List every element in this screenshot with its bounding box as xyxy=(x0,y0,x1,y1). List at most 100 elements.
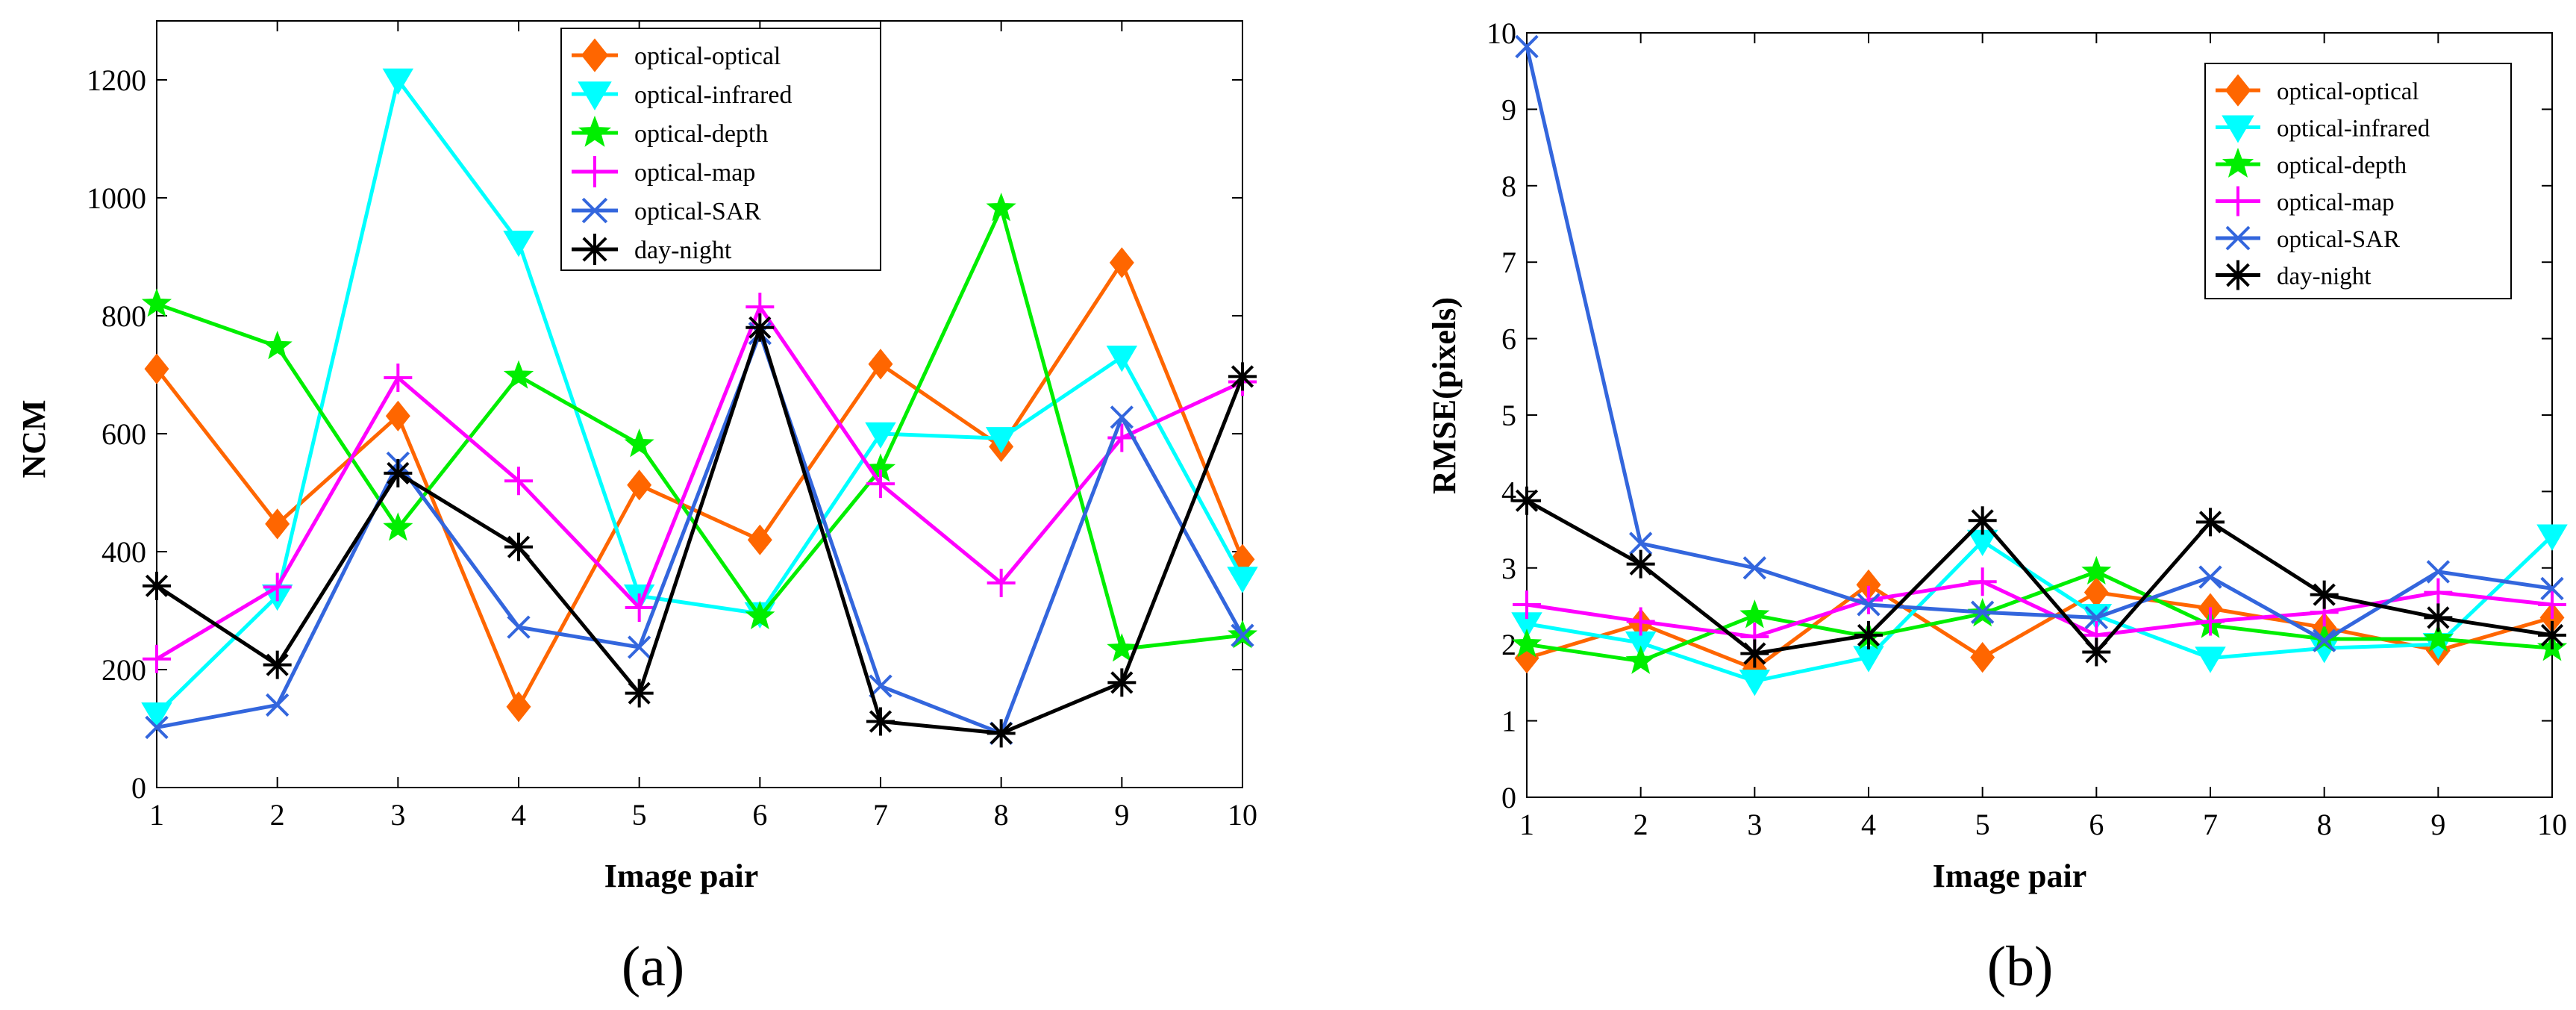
chart-b-point-optical-SAR xyxy=(1515,34,1539,59)
chart-a-line-optical-optical xyxy=(155,261,1245,709)
chart-b-point-optical-map xyxy=(2196,607,2225,636)
chart-b-point-optical-SAR xyxy=(1629,532,1653,555)
chart-b-series-day-night xyxy=(1513,486,2566,668)
chart-a-point-day-night xyxy=(745,313,775,342)
chart-a-legend-label: optical-depth xyxy=(634,120,768,148)
chart-a-legend-label: optical-SAR xyxy=(634,198,761,225)
chart-b-point-optical-SAR xyxy=(1971,600,1995,624)
chart-a-subfigure-label: (a) xyxy=(622,935,684,998)
chart-a-line-optical-map xyxy=(155,305,1244,661)
chart-a-point-optical-map xyxy=(866,470,895,499)
chart-b-point-optical-SAR xyxy=(2426,560,2450,584)
chart-a-ytick-label: 1000 xyxy=(87,181,146,215)
chart-a-point-optical-SAR xyxy=(266,693,290,717)
chart-a-point-optical-infrared xyxy=(985,427,1017,454)
chart-b-point-optical-SAR xyxy=(2198,565,2222,589)
chart-b-legend: optical-optical optical-infrared optical-d… xyxy=(2204,63,2512,299)
chart-a-point-optical-map xyxy=(384,363,413,392)
chart-a-point-optical-map xyxy=(143,644,171,673)
chart-a-point-optical-SAR xyxy=(507,615,531,639)
chart-b-ytick-label: 4 xyxy=(1501,475,1516,508)
chart-b-legend-box xyxy=(2204,63,2512,299)
chart-a-point-day-night xyxy=(1228,362,1257,391)
chart-b-subfigure-label: (b) xyxy=(1987,935,2054,998)
chart-a-point-optical-infrared xyxy=(1227,567,1258,593)
chart-a-point-optical-SAR xyxy=(145,715,169,740)
chart-b-legend-marker xyxy=(2222,115,2254,143)
chart-a-legend: optical-optical optical-infrared optical-d… xyxy=(560,28,881,271)
chart-a-ylabel: NCM xyxy=(16,399,52,478)
chart-a-point-optical-optical xyxy=(1109,247,1134,278)
chart-b-point-optical-infrared xyxy=(1739,670,1771,696)
chart-a-xtick-label: 4 xyxy=(511,798,526,832)
chart-a-legend-box xyxy=(560,28,881,271)
chart-a-line-optical-infrared xyxy=(155,78,1245,716)
chart-a-point-day-night xyxy=(143,571,171,600)
chart-a-point-optical-optical xyxy=(385,400,410,431)
chart-a-point-optical-SAR xyxy=(628,635,651,659)
chart-a-xtick-label: 7 xyxy=(873,798,888,832)
chart-a-ytick-label: 200 xyxy=(101,653,146,687)
chart-a-legend-label: optical-optical xyxy=(634,43,781,70)
chart-a-point-optical-map xyxy=(504,467,533,496)
chart-a-xtick-label: 10 xyxy=(1228,798,1257,832)
chart-b-legend-label: optical-depth xyxy=(2277,152,2407,179)
chart-a-point-optical-depth xyxy=(986,193,1016,222)
chart-b-xtick-label: 1 xyxy=(1519,808,1534,841)
chart-a-ncm: NCM Image pair (a) 0 200 400 600 800 1000 1200… xyxy=(16,20,1258,998)
chart-a-point-optical-infrared xyxy=(382,68,414,96)
chart-a-ytick-label: 400 xyxy=(101,535,146,569)
chart-b-ytick-label: 8 xyxy=(1501,169,1516,203)
chart-b-xtick-label: 9 xyxy=(2430,808,2445,841)
chart-a-xtick-label: 1 xyxy=(149,798,164,832)
chart-a-point-day-night xyxy=(866,707,895,736)
chart-a-line-day-night xyxy=(155,325,1245,735)
chart-a-point-optical-infrared xyxy=(503,231,534,258)
chart-a-point-optical-map xyxy=(987,568,1016,597)
chart-a-legend-label: optical-map xyxy=(634,159,755,187)
chart-b-xtick-label: 5 xyxy=(1975,808,1990,841)
chart-b-line-optical-map xyxy=(1526,579,2553,639)
chart-a-point-optical-optical xyxy=(265,508,290,540)
chart-b-legend-marker xyxy=(2222,147,2254,178)
chart-a-point-optical-optical xyxy=(144,353,169,384)
chart-b-point-optical-map xyxy=(1513,590,1541,619)
chart-a-point-optical-depth xyxy=(262,330,293,360)
chart-b-ytick-label: 5 xyxy=(1501,399,1516,432)
chart-a-point-optical-depth xyxy=(1107,633,1137,662)
chart-a-point-optical-SAR xyxy=(1231,623,1254,647)
chart-a-point-day-night xyxy=(384,458,413,487)
chart-b-point-day-night xyxy=(2310,580,2339,609)
chart-b-xtick-label: 8 xyxy=(2317,808,2332,841)
chart-a-point-optical-depth xyxy=(141,288,172,317)
chart-b-legend-label: optical-map xyxy=(2277,190,2395,216)
chart-a-point-day-night xyxy=(625,679,654,708)
chart-b-point-day-night xyxy=(1968,506,1997,535)
chart-b-xtick-label: 7 xyxy=(2203,808,2218,841)
chart-a-point-optical-depth xyxy=(383,512,413,541)
chart-b-point-optical-map xyxy=(2538,590,2566,619)
chart-b-legend-label: optical-infrared xyxy=(2277,116,2430,143)
chart-a-plot-frame xyxy=(156,20,1243,788)
chart-b-xtick-label: 2 xyxy=(1634,808,1648,841)
chart-a-point-optical-map xyxy=(263,573,292,602)
chart-a-point-optical-depth xyxy=(745,600,775,630)
chart-b-point-optical-map xyxy=(2424,578,2453,607)
chart-a-point-day-night xyxy=(263,650,292,679)
chart-b-point-day-night xyxy=(2538,620,2566,649)
chart-b-point-optical-depth xyxy=(1511,629,1542,658)
chart-a-xtick-label: 8 xyxy=(994,798,1009,832)
chart-b-line-optical-depth xyxy=(1526,570,2553,664)
chart-b-line-day-night xyxy=(1525,499,2553,655)
chart-a-legend-marker xyxy=(581,38,609,72)
chart-b-legend-marker xyxy=(2223,260,2253,290)
chart-b-point-day-night xyxy=(2424,603,2453,632)
chart-a-xtick-label: 2 xyxy=(270,798,285,832)
chart-a-point-optical-map xyxy=(625,593,654,623)
chart-b-ylabel: RMSE(pixels) xyxy=(1426,297,1463,494)
chart-a-ytick-label: 0 xyxy=(131,771,146,805)
chart-b-point-day-night xyxy=(2082,638,2111,667)
chart-a-xtick-label: 5 xyxy=(632,798,647,832)
chart-a-xtick-label: 6 xyxy=(752,798,767,832)
chart-b-point-optical-SAR xyxy=(2313,629,2336,652)
